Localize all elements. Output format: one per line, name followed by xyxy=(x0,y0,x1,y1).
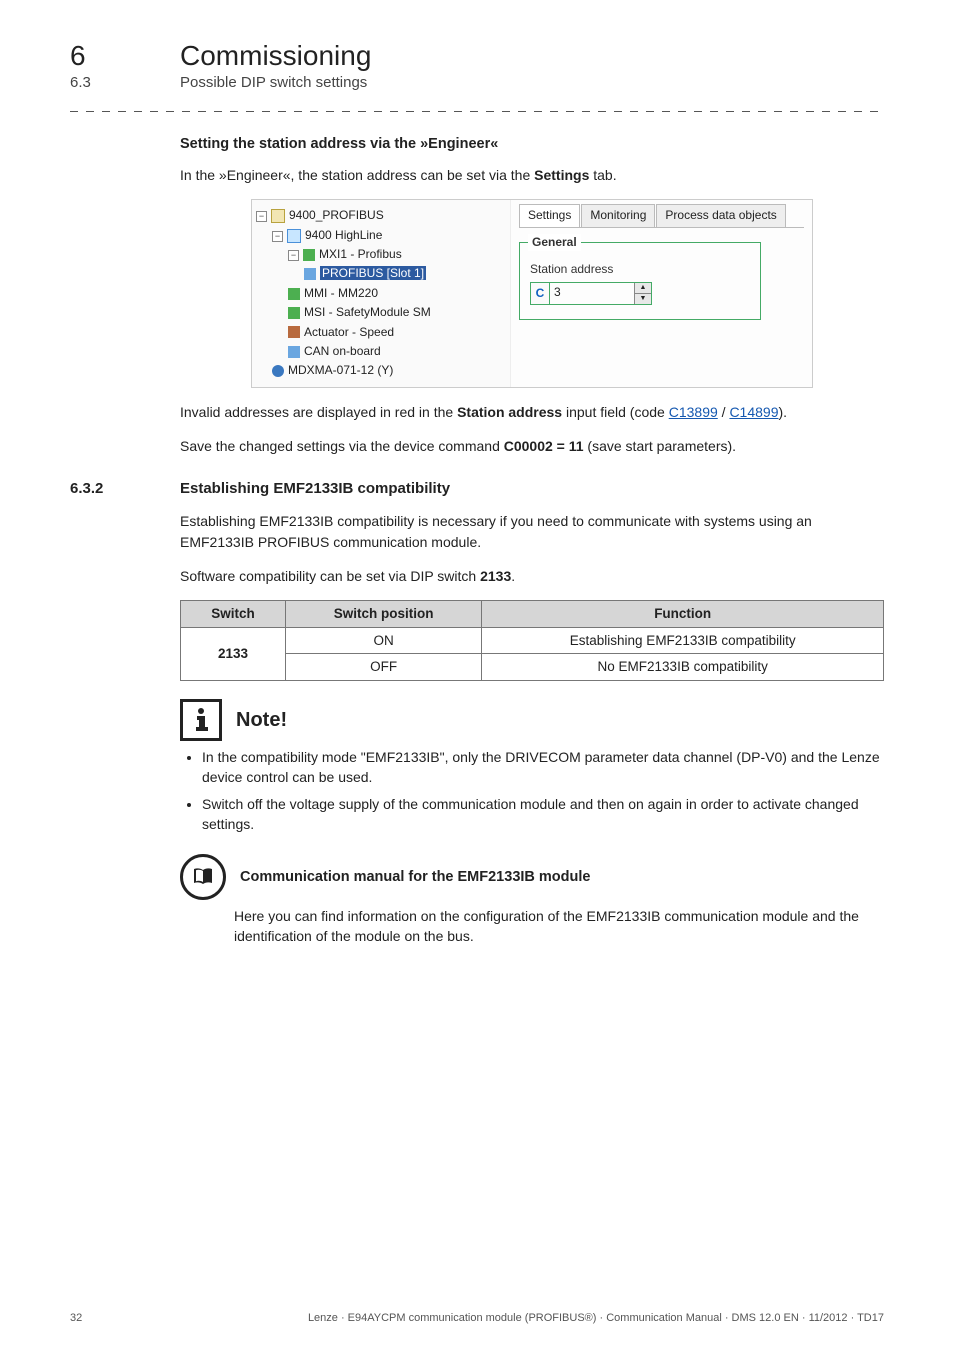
text-bold: Station address xyxy=(457,404,562,420)
port-icon xyxy=(304,268,316,280)
station-address-value[interactable]: 3 xyxy=(550,283,634,304)
tree-label: PROFIBUS [Slot 1] xyxy=(320,266,426,280)
tree-item[interactable]: Actuator - Speed xyxy=(256,323,506,342)
table-header: Function xyxy=(482,601,884,628)
ok-icon xyxy=(288,307,300,319)
chapter-number: 6 xyxy=(70,40,180,72)
ok-icon xyxy=(288,288,300,300)
tree-item[interactable]: MSI - SafetyModule SM xyxy=(256,303,506,322)
page-number: 32 xyxy=(70,1312,82,1324)
text: (save start parameters). xyxy=(584,438,737,454)
project-icon xyxy=(271,209,285,223)
info-icon xyxy=(180,699,222,741)
text: Software compatibility can be set via DI… xyxy=(180,568,480,584)
text: tab. xyxy=(589,167,616,183)
table-cell: 2133 xyxy=(181,627,286,680)
tree-label: CAN on-board xyxy=(304,344,381,358)
tree-label: 9400 HighLine xyxy=(305,228,382,242)
tab-strip: Settings Monitoring Process data objects xyxy=(519,204,804,227)
page-footer: 32 Lenze · E94AYCPM communication module… xyxy=(70,1312,884,1324)
tree-item[interactable]: MMI - MM220 xyxy=(256,284,506,303)
expand-icon[interactable]: − xyxy=(288,250,299,261)
tree-label: MDXMA-071-12 (Y) xyxy=(288,363,393,377)
subsection-title: Establishing EMF2133IB compatibility xyxy=(180,480,450,497)
code-indicator: C xyxy=(531,283,550,304)
tree-label: MXI1 - Profibus xyxy=(319,247,402,261)
list-item: Switch off the voltage supply of the com… xyxy=(202,794,884,835)
motor-icon xyxy=(272,365,284,377)
tree-item[interactable]: − 9400_PROFIBUS xyxy=(256,206,506,225)
spin-down-icon[interactable]: ▼ xyxy=(635,294,651,304)
screenshot-tree: −9400_PROFIBUS −9400 HighLine −MXI1 - Pr… xyxy=(252,200,511,387)
section-number: 6.3 xyxy=(70,74,180,91)
tree-label: MMI - MM220 xyxy=(304,286,378,300)
block-icon xyxy=(288,326,300,338)
tree-item[interactable]: − MXI1 - Profibus xyxy=(256,245,506,264)
expand-icon[interactable]: − xyxy=(256,211,267,222)
group-label: General xyxy=(528,234,581,251)
text: Save the changed settings via the device… xyxy=(180,438,504,454)
list-item: In the compatibility mode "EMF2133IB", o… xyxy=(202,747,884,788)
link-c13899[interactable]: C13899 xyxy=(669,404,718,420)
paragraph: Software compatibility can be set via DI… xyxy=(180,566,884,586)
port-icon xyxy=(288,346,300,358)
paragraph-save: Save the changed settings via the device… xyxy=(180,436,884,456)
tree-label: MSI - SafetyModule SM xyxy=(304,305,431,319)
table-cell: OFF xyxy=(285,654,481,681)
tree-item-selected[interactable]: PROFIBUS [Slot 1] xyxy=(256,264,506,283)
tree-item[interactable]: CAN on-board xyxy=(256,342,506,361)
manual-title: Communication manual for the EMF2133IB m… xyxy=(240,867,590,888)
note-title: Note! xyxy=(236,706,287,735)
tab-process-data[interactable]: Process data objects xyxy=(656,204,785,226)
ok-icon xyxy=(303,249,315,261)
subsection-number: 6.3.2 xyxy=(70,480,180,497)
paragraph-engineer: In the »Engineer«, the station address c… xyxy=(180,165,884,185)
table-cell: Establishing EMF2133IB compatibility xyxy=(482,627,884,654)
table-header: Switch xyxy=(181,601,286,628)
tree-item[interactable]: − 9400 HighLine xyxy=(256,226,506,245)
text: / xyxy=(718,404,730,420)
paragraph: Establishing EMF2133IB compatibility is … xyxy=(180,511,884,552)
field-label: Station address xyxy=(530,261,750,278)
tab-monitoring[interactable]: Monitoring xyxy=(581,204,655,226)
tab-settings[interactable]: Settings xyxy=(519,204,580,226)
screenshot-engineer: −9400_PROFIBUS −9400 HighLine −MXI1 - Pr… xyxy=(251,199,813,388)
divider xyxy=(70,111,884,112)
footer-line: Lenze · E94AYCPM communication module (P… xyxy=(308,1312,884,1324)
text: input field (code xyxy=(562,404,669,420)
table-cell: No EMF2133IB compatibility xyxy=(482,654,884,681)
tree-label: Actuator - Speed xyxy=(304,325,394,339)
tree-item[interactable]: MDXMA-071-12 (Y) xyxy=(256,361,506,380)
section-title: Possible DIP switch settings xyxy=(180,74,367,91)
station-address-field[interactable]: C 3 ▲ ▼ xyxy=(530,282,652,305)
text-bold: Settings xyxy=(534,167,589,183)
table-cell: ON xyxy=(285,627,481,654)
manual-block: Communication manual for the EMF2133IB m… xyxy=(180,854,884,947)
text: In the »Engineer«, the station address c… xyxy=(180,167,534,183)
table-header: Switch position xyxy=(285,601,481,628)
note-block: Note! In the compatibility mode "EMF2133… xyxy=(180,699,884,834)
text-bold: 2133 xyxy=(480,568,511,584)
subheading-setting: Setting the station address via the »Eng… xyxy=(180,134,884,155)
chapter-title: Commissioning xyxy=(180,40,371,72)
text: ). xyxy=(778,404,787,420)
screenshot-panel: Settings Monitoring Process data objects… xyxy=(511,200,812,387)
paragraph-invalid: Invalid addresses are displayed in red i… xyxy=(180,402,884,422)
book-icon xyxy=(180,854,226,900)
link-c14899[interactable]: C14899 xyxy=(729,404,778,420)
spinner[interactable]: ▲ ▼ xyxy=(634,283,651,304)
tree-label: 9400_PROFIBUS xyxy=(289,208,384,222)
text-bold: C00002 = 11 xyxy=(504,438,584,454)
device-icon xyxy=(287,229,301,243)
dip-switch-table: Switch Switch position Function 2133 ON … xyxy=(180,600,884,681)
text: . xyxy=(511,568,515,584)
group-general: General Station address C 3 ▲ ▼ xyxy=(519,242,761,321)
paragraph: Here you can find information on the con… xyxy=(234,906,884,947)
spin-up-icon[interactable]: ▲ xyxy=(635,283,651,294)
expand-icon[interactable]: − xyxy=(272,231,283,242)
text: Invalid addresses are displayed in red i… xyxy=(180,404,457,420)
